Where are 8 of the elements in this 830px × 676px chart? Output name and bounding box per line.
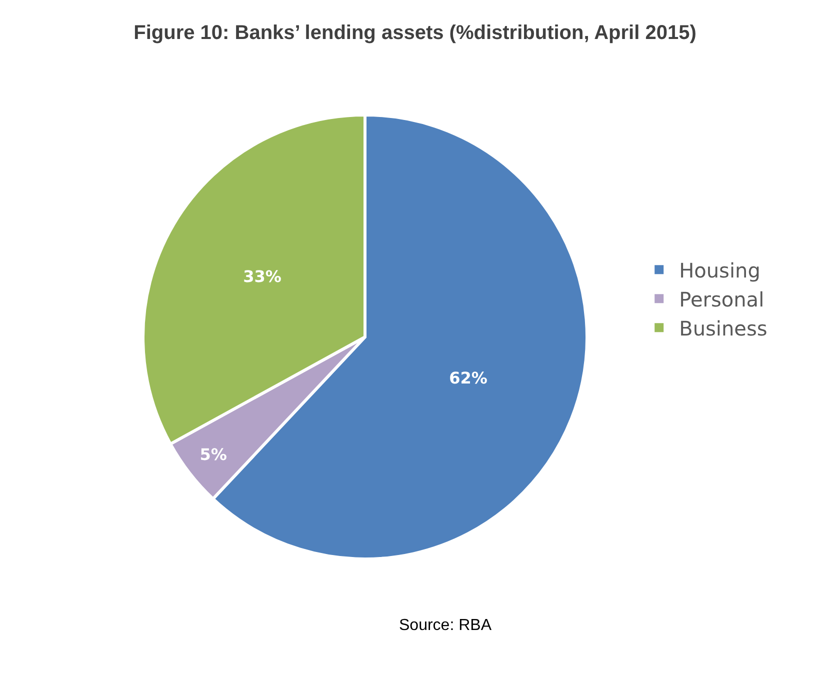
data-label: 33% — [243, 266, 282, 286]
data-label: 62% — [449, 368, 488, 388]
legend-label: Personal — [679, 287, 764, 312]
source-note: Source: RBA — [399, 617, 492, 634]
legend-label: Housing — [679, 258, 760, 282]
legend-label: Business — [679, 316, 768, 340]
chart-title: Figure 10: Banks’ lending assets (%distribution, April 2015) — [134, 22, 696, 44]
data-label: 5% — [200, 445, 227, 464]
